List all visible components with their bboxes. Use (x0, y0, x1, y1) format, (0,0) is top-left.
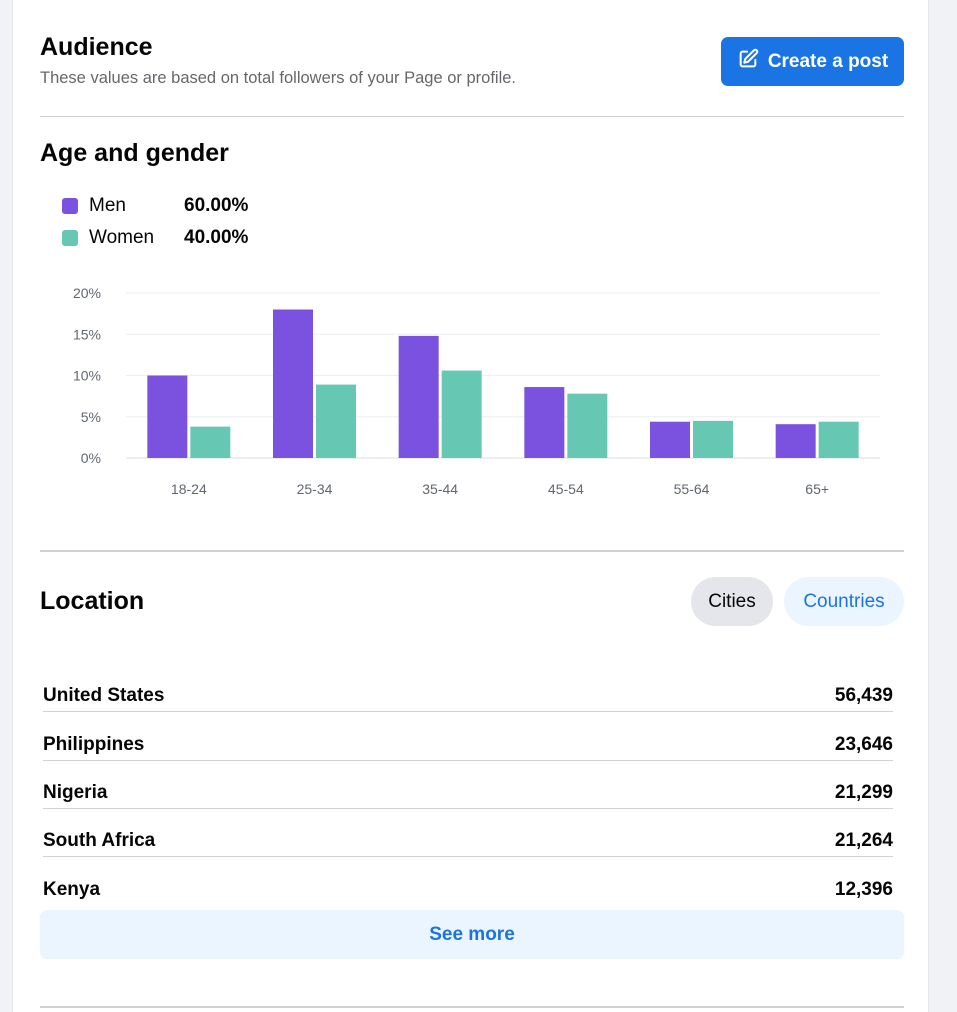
bar-men-55-64 (650, 421, 690, 458)
location-name: Philippines (43, 733, 145, 755)
create-post-label: Create a post (767, 50, 889, 72)
location-name: Kenya (43, 879, 101, 901)
location-count: 56,439 (834, 685, 893, 707)
list-item: South Africa 21,264 (43, 809, 893, 858)
bar-men-35-44 (398, 335, 439, 458)
legend-label: Men (89, 195, 126, 216)
bar-women-55-64 (693, 420, 733, 458)
bar-women-25-34 (316, 384, 356, 458)
location-name: United States (43, 685, 165, 707)
y-tick-label: 10% (73, 368, 101, 384)
bar-men-18-24 (147, 375, 188, 458)
x-tick-label: 65+ (805, 481, 829, 497)
location-count: 21,264 (834, 830, 893, 852)
x-tick-label: 25-34 (297, 481, 333, 497)
y-tick-label: 0% (81, 450, 101, 466)
x-tick-label: 55-64 (674, 481, 710, 497)
age-gender-title: Age and gender (40, 139, 229, 167)
bar-men-65+ (775, 424, 816, 458)
divider (40, 1006, 904, 1008)
bar-men-45-54 (524, 387, 565, 458)
legend-item-men: Men 60.00% (62, 190, 248, 222)
legend-label: Women (89, 227, 155, 248)
x-tick-label: 18-24 (171, 481, 207, 497)
legend-value: 60.00% (184, 195, 249, 216)
bar-men-25-34 (273, 309, 313, 458)
audience-card: Audience These values are based on total… (12, 0, 929, 1012)
location-count: 23,646 (834, 733, 893, 755)
list-item: Philippines 23,646 (43, 712, 893, 761)
tab-countries[interactable]: Countries (784, 577, 904, 626)
list-item: Nigeria 21,299 (43, 761, 893, 809)
divider (40, 550, 904, 552)
x-tick-label: 35-44 (422, 481, 458, 497)
legend-item-women: Women 40.00% (62, 222, 248, 254)
create-post-button[interactable]: Create a post (721, 37, 904, 86)
legend-value: 40.00% (184, 227, 249, 248)
audience-title: Audience (40, 33, 153, 61)
list-item: Kenya 12,396 (43, 857, 893, 905)
x-tick-label: 45-54 (548, 481, 584, 497)
bar-women-45-54 (567, 393, 608, 458)
see-more-button[interactable]: See more (40, 910, 904, 959)
bar-women-35-44 (441, 370, 482, 458)
y-tick-label: 15% (73, 326, 101, 342)
chart-legend: Men 60.00% Women 40.00% (62, 190, 248, 254)
location-name: South Africa (43, 830, 156, 852)
y-tick-label: 20% (73, 285, 101, 301)
age-gender-bar-chart: 0% 5% 10% 15% 20% 18-24 25-34 35-44 45-54 55-64 65… (73, 285, 880, 497)
location-title: Location (40, 587, 145, 615)
location-count: 21,299 (834, 781, 893, 803)
edit-icon (737, 48, 759, 76)
bar-women-65+ (818, 421, 859, 458)
divider (40, 116, 904, 117)
tab-cities[interactable]: Cities (691, 577, 773, 626)
bar-women-18-24 (190, 426, 231, 458)
list-item: United States 56,439 (43, 664, 893, 713)
legend-swatch-women (62, 230, 78, 246)
location-count: 12,396 (834, 879, 893, 901)
legend-swatch-men (62, 198, 78, 214)
location-list: United States 56,439 Philippines 23,646 … (43, 664, 893, 905)
location-name: Nigeria (43, 781, 108, 803)
audience-subtitle: These values are based on total follower… (40, 69, 517, 87)
y-tick-label: 5% (81, 409, 101, 425)
